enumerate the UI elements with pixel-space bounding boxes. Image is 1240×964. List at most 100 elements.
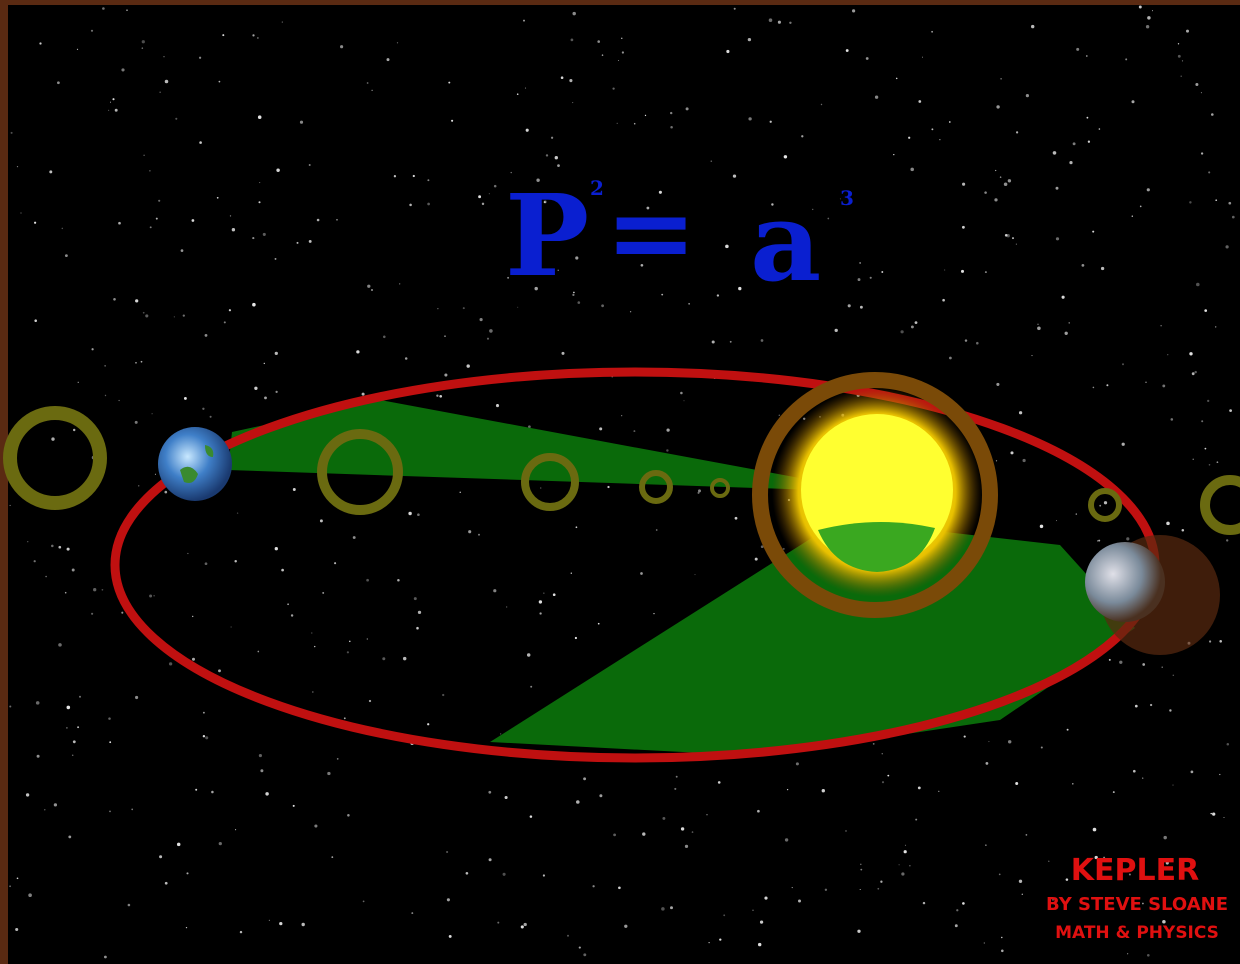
star (984, 191, 987, 194)
star (964, 736, 966, 738)
star (102, 7, 105, 10)
star (633, 430, 635, 432)
star (203, 712, 205, 714)
star (211, 791, 214, 794)
star (259, 182, 260, 183)
star (543, 874, 545, 876)
star (153, 595, 154, 596)
star (102, 589, 104, 591)
star (51, 545, 54, 548)
page: P 2 = a 3 KEPLER BY STEVE SLOANE MATH & … (0, 0, 1240, 964)
star (165, 882, 168, 885)
star (26, 793, 29, 796)
star (28, 893, 32, 897)
star (858, 278, 861, 281)
star (857, 930, 860, 933)
star (555, 156, 558, 159)
star (276, 169, 279, 172)
star (893, 154, 894, 155)
star (1109, 659, 1111, 661)
star (192, 616, 193, 617)
star (666, 428, 669, 431)
star (252, 303, 256, 307)
star (1001, 950, 1004, 953)
star (706, 814, 707, 815)
star (27, 541, 28, 542)
star (496, 404, 499, 407)
star (1189, 201, 1191, 203)
star (45, 576, 47, 578)
star (20, 212, 21, 213)
star (576, 526, 578, 528)
credit-subject: MATH & PHYSICS (1055, 923, 1219, 943)
star (905, 845, 906, 846)
star (900, 330, 903, 333)
star (293, 805, 295, 807)
star (37, 755, 40, 758)
star (985, 844, 986, 845)
star (656, 529, 658, 531)
star (293, 488, 296, 491)
star (1041, 746, 1043, 748)
star (911, 325, 914, 328)
star (996, 383, 999, 386)
star (1056, 237, 1059, 240)
star (1099, 128, 1101, 130)
star (546, 154, 548, 156)
star (58, 643, 62, 647)
star (78, 382, 79, 383)
star (1072, 783, 1074, 785)
star (1131, 100, 1134, 103)
star (367, 285, 370, 288)
star (634, 123, 636, 125)
star (621, 415, 622, 416)
star (142, 40, 145, 43)
star (121, 612, 123, 614)
star (439, 395, 442, 398)
star (712, 340, 715, 343)
star (337, 758, 339, 760)
star (72, 755, 74, 757)
star (487, 338, 489, 340)
star (1182, 529, 1185, 532)
star (1227, 743, 1230, 746)
star (1056, 187, 1059, 190)
star (1139, 6, 1142, 9)
star (257, 651, 259, 653)
star (1093, 828, 1097, 832)
star (875, 96, 878, 99)
star (142, 47, 144, 49)
star (467, 364, 470, 367)
star (517, 307, 518, 308)
star (489, 193, 490, 194)
formula-left-exponent: 2 (590, 176, 604, 200)
star (36, 701, 40, 705)
star (224, 321, 226, 323)
star (661, 907, 665, 911)
star (489, 858, 492, 861)
star (725, 245, 729, 249)
star (349, 641, 350, 642)
star (789, 22, 791, 24)
star (1004, 183, 1008, 187)
star (692, 831, 694, 833)
star (275, 391, 277, 393)
star (91, 613, 93, 615)
star (9, 885, 11, 887)
star (437, 308, 438, 309)
star (336, 219, 338, 221)
star (961, 270, 964, 273)
star (918, 786, 921, 789)
star (761, 339, 764, 342)
star (965, 339, 967, 341)
star (403, 657, 406, 660)
star (65, 254, 68, 257)
star (1026, 834, 1028, 836)
star (1147, 188, 1150, 191)
star (184, 397, 187, 400)
star (870, 277, 872, 279)
star (882, 781, 884, 783)
star (275, 258, 277, 260)
star (340, 45, 343, 48)
star (719, 938, 721, 940)
